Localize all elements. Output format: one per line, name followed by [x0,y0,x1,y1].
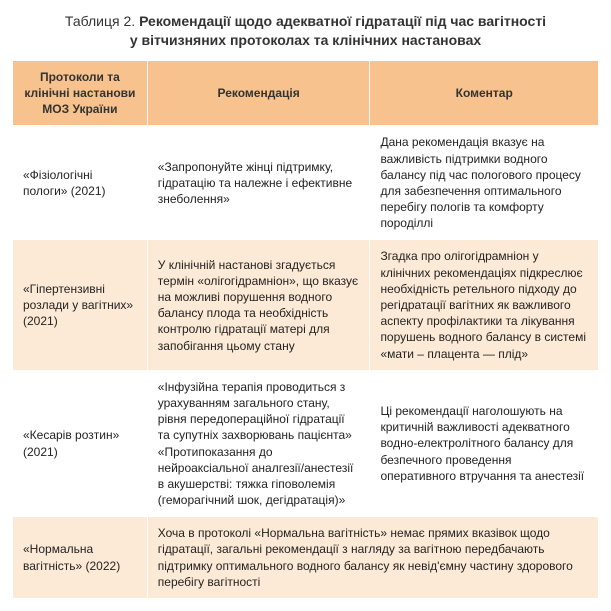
table-row: «Гіпертензивні розлади у вагітних» (2021… [13,240,599,370]
table-number: Таблиця 2. [65,13,135,29]
cell-recommendation: «Інфузійна терапія проводиться з урахува… [147,370,370,517]
col-header-protocol: Протоколи та клінічні настанови МОЗ Укра… [13,60,148,126]
cell-recommendation: «Запропонуйте жінці підтримку, гідратаці… [147,126,370,240]
col-header-recommendation: Рекомендація [147,60,370,126]
table-caption: Таблиця 2. Рекомендації щодо адекватної … [26,12,586,50]
cell-recommendation: У клінічній настанові згадується термін … [147,240,370,370]
col-header-comment: Коментар [370,60,599,126]
table-row: «Нормальна вагітність» (2022) Хоча в про… [13,517,599,599]
cell-merged-text: Хоча в протоколі «Нормальна вагітність» … [147,517,598,599]
table-header-row: Протоколи та клінічні настанови МОЗ Укра… [13,60,599,126]
table-title-line2: у вітчизняних протоколах та клінічних на… [130,32,481,48]
table-row: «Кесарів розтин» (2021) «Інфузійна терап… [13,370,599,517]
cell-comment: Згадка про олігогідрамніон у клінічних р… [370,240,599,370]
table-title-line1: Рекомендації щодо адекватної гідратації … [139,13,546,29]
cell-comment: Дана рекомендація вказує на важливість п… [370,126,599,240]
cell-protocol: «Фізіологічні пологи» (2021) [13,126,148,240]
table-row: «Фізіологічні пологи» (2021) «Запропонуй… [13,126,599,240]
cell-protocol: «Кесарів розтин» (2021) [13,370,148,517]
cell-protocol: «Гіпертензивні розлади у вагітних» (2021… [13,240,148,370]
hydration-guidelines-table: Протоколи та клінічні настанови МОЗ Укра… [12,60,599,599]
cell-protocol: «Нормальна вагітність» (2022) [13,517,148,599]
cell-comment: Ці рекомендації наголошують на критичній… [370,370,599,517]
